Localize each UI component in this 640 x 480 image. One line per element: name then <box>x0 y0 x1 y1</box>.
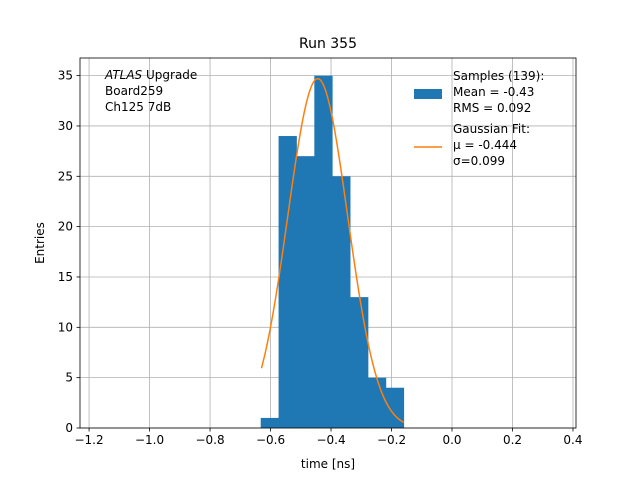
legend: Samples (139): Mean = -0.43 RMS = 0.092 G… <box>414 69 544 168</box>
y-tick-label: 5 <box>65 371 73 385</box>
annotation-text: Board259 <box>105 84 163 98</box>
x-axis-label: time [ns] <box>301 457 355 471</box>
gaussian-fit-curve <box>260 77 404 423</box>
histogram-bar <box>350 297 369 428</box>
legend-entry-text: Gaussian Fit: <box>453 122 530 136</box>
x-axis-ticks: −1.2 −1.0 −0.8 −0.6 −0.4 −0.2 0.0 0.2 0.4 <box>74 428 583 447</box>
legend-entry-text: μ = -0.444 <box>453 138 517 152</box>
histogram-bar <box>314 75 333 429</box>
plot-frame <box>79 57 577 429</box>
y-tick-label: 0 <box>65 421 73 435</box>
legend-entry-text: σ=0.099 <box>453 154 505 168</box>
y-tick-label: 25 <box>58 169 73 183</box>
legend-swatch-samples <box>414 89 442 99</box>
y-axis-label: Entries <box>33 222 47 264</box>
annotation-italic-text: ATLAS <box>104 68 143 82</box>
x-tick-label: −0.8 <box>195 433 224 447</box>
x-tick-label: −1.2 <box>74 433 103 447</box>
x-tick-label: −1.0 <box>135 433 164 447</box>
histogram-bar <box>367 377 387 428</box>
legend-entry-text: RMS = 0.092 <box>453 101 531 115</box>
legend-entry-text: Samples (139): <box>453 69 544 83</box>
x-tick-label: −0.6 <box>256 433 285 447</box>
histogram-bar <box>332 176 351 428</box>
histogram-bars <box>260 75 405 429</box>
chart-title: Run 355 <box>299 36 357 52</box>
x-tick-label: 0.2 <box>503 433 522 447</box>
x-tick-label: 0.0 <box>442 433 461 447</box>
histogram-bar <box>296 156 315 428</box>
histogram-bar <box>260 417 279 428</box>
annotation-line: Ch125 7dB <box>105 100 171 114</box>
x-tick-label: 0.4 <box>563 433 582 447</box>
detector-annotation: ATLAS Upgrade Board259 Ch125 7dB <box>104 68 197 114</box>
x-tick-label: −0.2 <box>377 433 406 447</box>
y-tick-label: 10 <box>58 320 73 334</box>
annotation-line: ATLAS Upgrade <box>104 68 197 82</box>
annotation-line: Board259 <box>105 84 163 98</box>
y-tick-label: 15 <box>58 270 73 284</box>
y-axis-ticks: 0 5 10 15 20 25 30 35 <box>58 69 80 435</box>
histogram-bar <box>385 387 405 428</box>
legend-entry-text: Mean = -0.43 <box>453 85 534 99</box>
y-tick-label: 30 <box>58 119 73 133</box>
histogram-bar <box>278 136 297 428</box>
annotation-text: Ch125 7dB <box>105 100 171 114</box>
y-tick-label: 35 <box>58 69 73 83</box>
annotation-text: Upgrade <box>142 68 197 82</box>
x-tick-label: −0.4 <box>316 433 345 447</box>
y-tick-label: 20 <box>58 220 73 234</box>
